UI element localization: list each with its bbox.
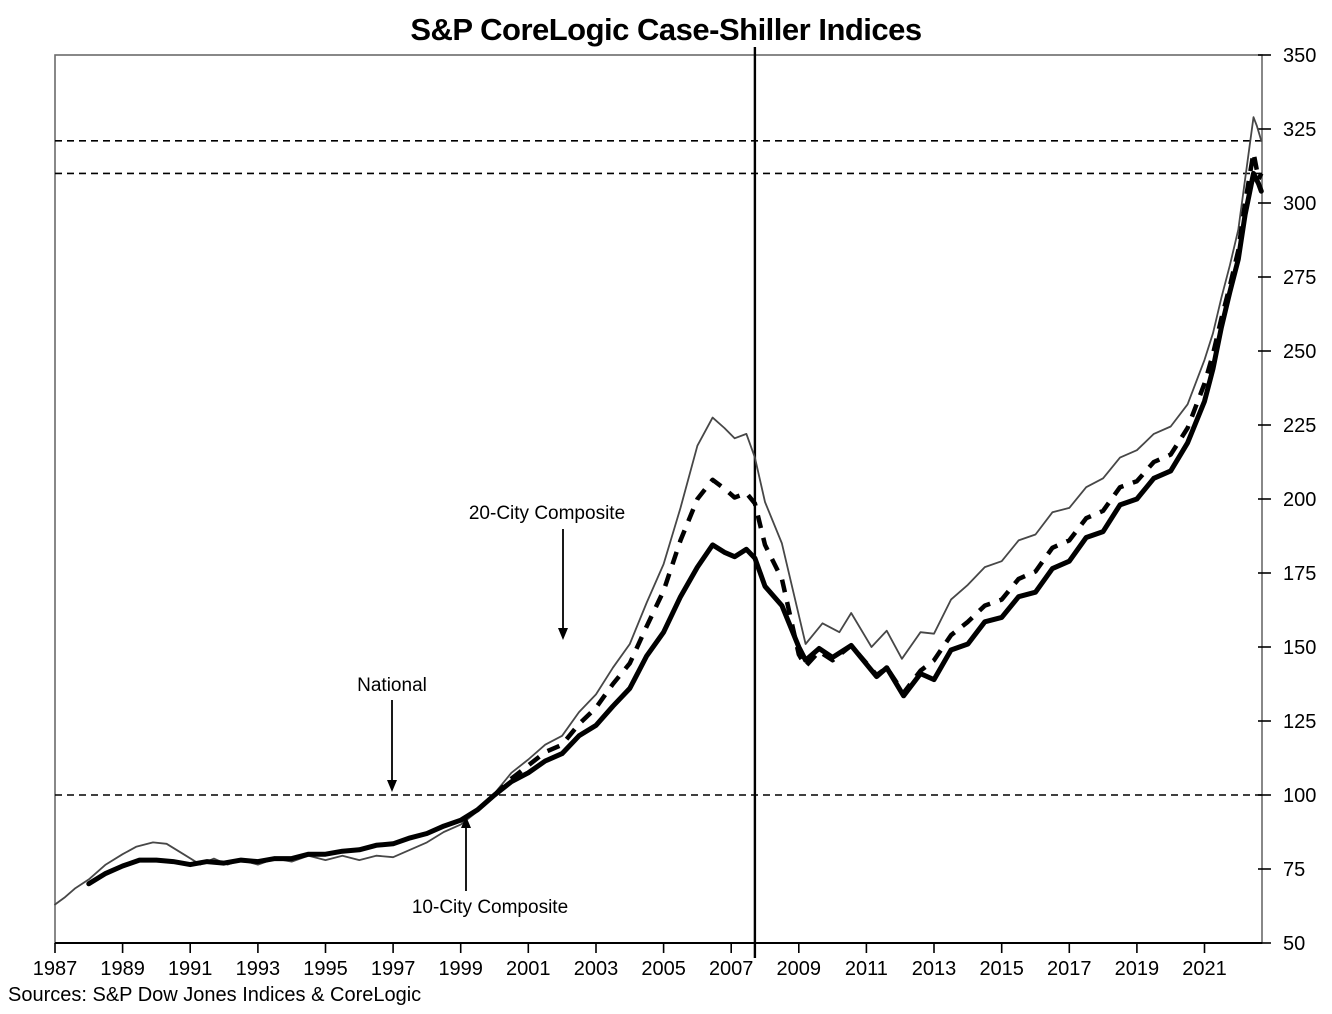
x-tick-label: 1989 [100, 958, 145, 980]
y-tick-label: 275 [1283, 267, 1316, 289]
x-tick-label: 1997 [371, 958, 416, 980]
x-tick-label: 2009 [777, 958, 822, 980]
y-tick-label: 175 [1283, 563, 1316, 585]
y-tick-label: 100 [1283, 785, 1316, 807]
source-note: Sources: S&P Dow Jones Indices & CoreLog… [8, 984, 422, 1006]
series-10-city-composite [54, 116, 1263, 906]
x-tick-label: 1995 [303, 958, 348, 980]
annotation-arrowhead-10-city-composite [461, 816, 471, 828]
annotation-arrowhead-20-city-composite [558, 628, 568, 640]
x-tick-label: 2017 [1047, 958, 1092, 980]
y-tick-label: 50 [1283, 933, 1305, 955]
annotation-national: National [357, 675, 427, 696]
y-tick-label: 250 [1283, 341, 1316, 363]
y-tick-label: 225 [1283, 415, 1316, 437]
series-national [86, 170, 1264, 887]
annotation-arrowhead-national [387, 780, 397, 792]
y-tick-label: 150 [1283, 637, 1316, 659]
x-tick-label: 2011 [845, 958, 888, 980]
x-tick-label: 2005 [641, 958, 686, 980]
x-tick-label: 2021 [1182, 958, 1227, 980]
annotation-10-city-composite: 10-City Composite [412, 897, 568, 918]
x-tick-label: 1991 [168, 958, 213, 980]
y-tick-label: 200 [1283, 489, 1316, 511]
plot-border [54, 54, 1263, 944]
y-tick-label: 325 [1283, 119, 1316, 141]
x-tick-label: 1987 [33, 958, 78, 980]
x-tick-label: 2007 [709, 958, 754, 980]
y-tick-label: 125 [1283, 711, 1316, 733]
x-tick-label: 2003 [574, 958, 619, 980]
annotation-20-city-composite: 20-City Composite [469, 503, 625, 524]
series-20-city-composite [492, 150, 1264, 797]
x-tick-label: 2015 [979, 958, 1024, 980]
chart-title: S&P CoreLogic Case-Shiller Indices [410, 12, 922, 47]
y-tick-label: 300 [1283, 193, 1316, 215]
x-tick-label: 1993 [236, 958, 281, 980]
y-tick-label: 350 [1283, 45, 1316, 67]
x-tick-label: 2001 [506, 958, 551, 980]
x-tick-label: 1999 [438, 958, 483, 980]
x-tick-label: 2019 [1115, 958, 1160, 980]
y-tick-label: 75 [1283, 859, 1305, 881]
x-tick-label: 2013 [912, 958, 957, 980]
